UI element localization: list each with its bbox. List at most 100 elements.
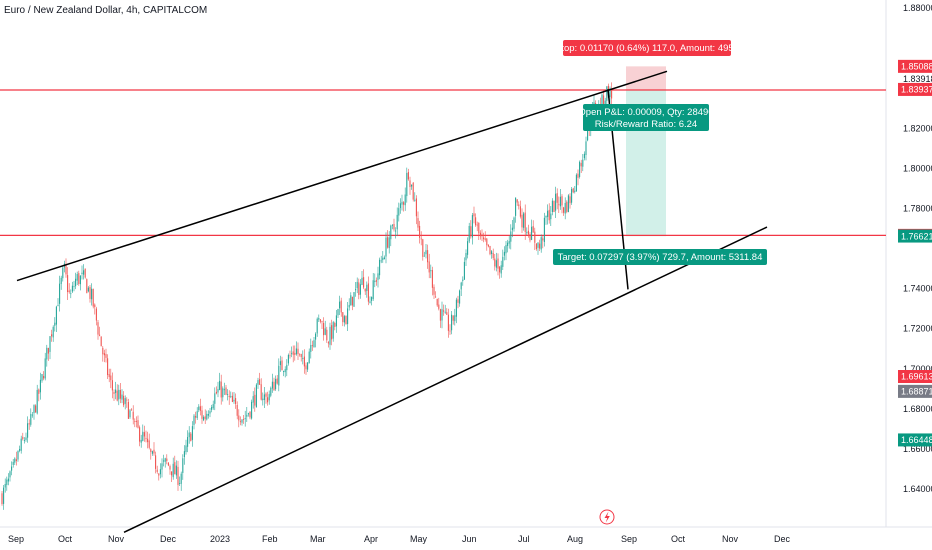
- candle: [462, 279, 464, 281]
- candle: [103, 353, 105, 356]
- candle: [435, 296, 437, 298]
- candle: [580, 163, 582, 167]
- candle: [454, 315, 456, 322]
- candle: [511, 227, 513, 231]
- candle: [236, 404, 238, 416]
- candle: [422, 239, 424, 257]
- candle: [403, 202, 405, 205]
- candle: [339, 301, 341, 309]
- candle: [68, 290, 70, 293]
- candle: [121, 394, 123, 400]
- candle: [550, 213, 552, 220]
- price-tick-label: 1.80000: [903, 163, 932, 173]
- candle: [260, 384, 262, 400]
- candle: [604, 100, 606, 107]
- time-axis[interactable]: Sep Oct Nov Dec 2023 Feb Mar Apr May Jun Jul Aug Sep…: [8, 534, 791, 544]
- candle: [561, 196, 563, 206]
- candle: [167, 462, 169, 466]
- time-tick-label: Sep: [621, 534, 637, 544]
- candle: [545, 216, 547, 218]
- candle: [289, 355, 291, 357]
- candle: [367, 283, 369, 302]
- price-tick-label: 1.70000: [903, 364, 932, 374]
- candle: [324, 328, 326, 335]
- candle: [569, 196, 571, 204]
- candle: [174, 462, 176, 475]
- candle: [417, 218, 419, 228]
- time-tick-label: Nov: [108, 534, 125, 544]
- candle: [279, 361, 281, 366]
- candle: [377, 273, 379, 280]
- target-note: Target: 0.07297 (3.97%) 729.7, Amount: 5…: [553, 249, 767, 265]
- candle: [535, 243, 537, 250]
- candle: [476, 224, 478, 226]
- stop-note-bg: [563, 40, 731, 56]
- candle: [500, 265, 502, 274]
- candle: [39, 379, 41, 393]
- candle: [382, 257, 384, 261]
- candle: [131, 409, 133, 411]
- candle: [255, 384, 257, 408]
- candle: [219, 380, 221, 390]
- time-tick-label: Jun: [462, 534, 477, 544]
- candle: [326, 329, 328, 341]
- price-badge-bg: [898, 384, 932, 398]
- candle: [17, 450, 19, 460]
- candle: [159, 469, 161, 475]
- pnl-note-text: Open P&L: 0.00009, Qty: 28490: [578, 107, 713, 118]
- candle: [180, 473, 182, 484]
- candle: [59, 283, 61, 304]
- candle: [527, 230, 529, 235]
- candle: [254, 394, 256, 406]
- pnl-note-bg: [583, 104, 709, 131]
- candle: [396, 214, 398, 230]
- candle: [539, 243, 541, 249]
- candle: [161, 463, 163, 470]
- price-axis[interactable]: 1.88000 1.82000 1.80000 1.78000 1.74000 1.720…: [898, 3, 932, 494]
- candle: [507, 242, 509, 246]
- candle: [140, 439, 142, 443]
- candle: [547, 210, 549, 217]
- candle: [299, 353, 301, 355]
- candle: [215, 391, 217, 394]
- candle: [225, 387, 227, 395]
- candle: [463, 261, 465, 280]
- candle: [55, 306, 57, 325]
- candle: [611, 89, 613, 99]
- candle: [70, 293, 72, 295]
- candle: [366, 284, 368, 291]
- candle: [534, 231, 536, 243]
- candle: [291, 353, 293, 355]
- price-badge-label: 1.85088: [901, 62, 932, 72]
- candle: [395, 230, 397, 232]
- candle: [345, 316, 347, 325]
- candle: [571, 189, 573, 203]
- candle: [153, 449, 155, 454]
- candle: [191, 426, 193, 440]
- candle: [332, 322, 334, 339]
- candle: [241, 419, 243, 423]
- candle: [423, 255, 425, 257]
- candle: [475, 217, 477, 226]
- candle: [467, 241, 469, 255]
- upper-channel-trendline[interactable]: [16, 70, 668, 282]
- candle: [57, 305, 59, 307]
- candle: [334, 322, 336, 327]
- candle: [513, 217, 515, 229]
- candle: [321, 321, 323, 322]
- candle: [135, 421, 137, 422]
- lightning-icon[interactable]: [599, 509, 615, 525]
- candle: [391, 224, 393, 226]
- candle: [387, 237, 389, 248]
- candle: [132, 411, 134, 420]
- candle: [518, 204, 520, 207]
- candle: [33, 405, 35, 414]
- candle: [486, 238, 488, 246]
- candle: [207, 414, 209, 416]
- candle: [478, 222, 480, 234]
- candle: [430, 270, 432, 272]
- candle: [75, 278, 77, 287]
- lower-channel-trendline[interactable]: [123, 226, 768, 533]
- candle: [183, 451, 185, 458]
